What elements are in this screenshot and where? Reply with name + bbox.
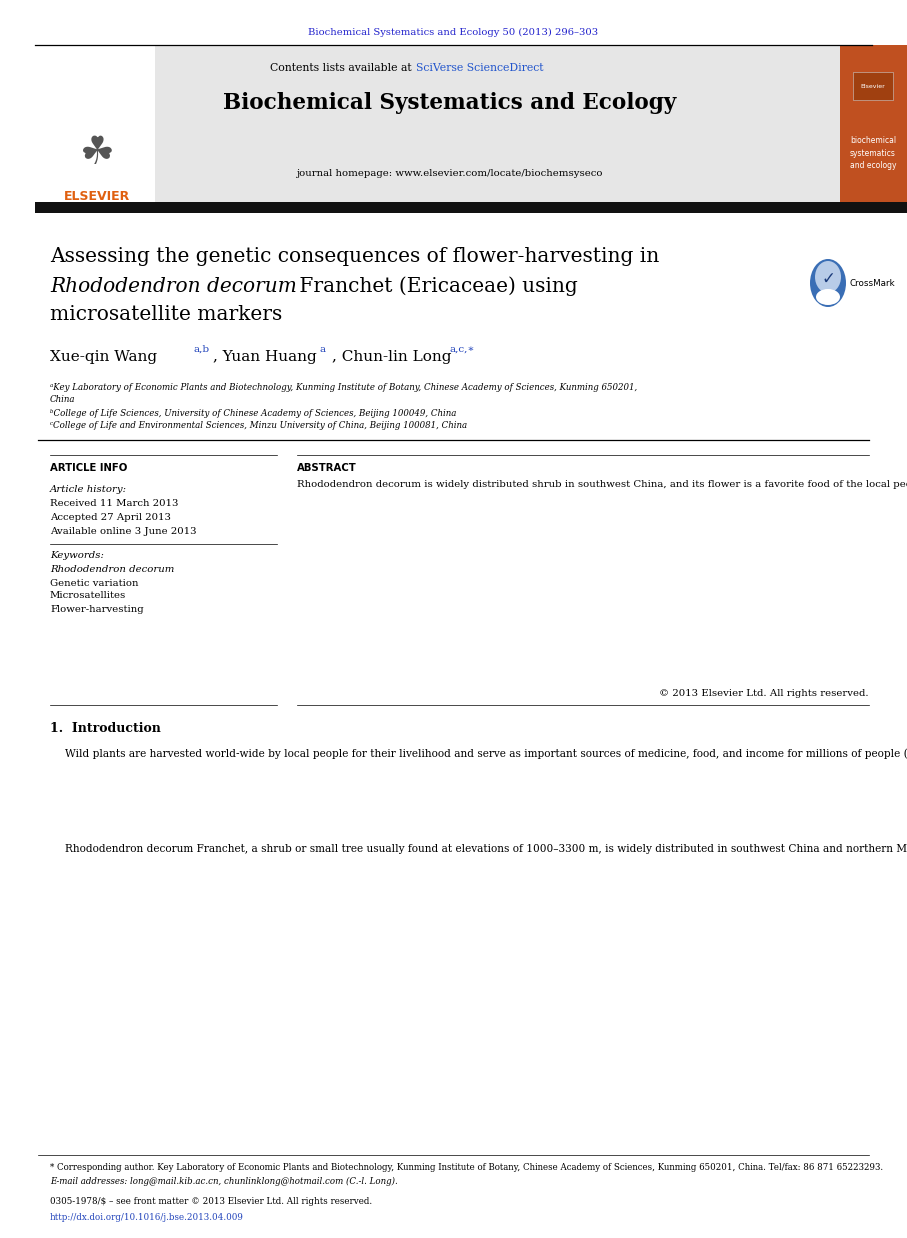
Text: Flower-harvesting: Flower-harvesting bbox=[50, 604, 143, 614]
Text: Xue-qin Wang: Xue-qin Wang bbox=[50, 350, 157, 364]
Text: biochemical
systematics
and ecology: biochemical systematics and ecology bbox=[850, 136, 896, 170]
Text: Biochemical Systematics and Ecology: Biochemical Systematics and Ecology bbox=[223, 92, 677, 114]
Text: Rhododendron decorum: Rhododendron decorum bbox=[50, 276, 297, 296]
Text: , Yuan Huang: , Yuan Huang bbox=[213, 350, 317, 364]
Text: Wild plants are harvested world-wide by local people for their livelihood and se: Wild plants are harvested world-wide by … bbox=[65, 748, 907, 759]
Bar bbox=[35, 202, 907, 213]
Text: CrossMark: CrossMark bbox=[850, 279, 895, 287]
Text: Keywords:: Keywords: bbox=[50, 551, 104, 561]
Text: Microsatellites: Microsatellites bbox=[50, 592, 126, 600]
Bar bbox=[155, 45, 840, 206]
Text: a: a bbox=[320, 344, 327, 354]
Text: journal homepage: www.elsevier.com/locate/biochemsyseco: journal homepage: www.elsevier.com/locat… bbox=[297, 170, 603, 178]
Text: a,c,∗: a,c,∗ bbox=[450, 344, 475, 354]
Text: E-mail addresses: long@mail.kib.ac.cn, chunlinklong@hotmail.com (C.-l. Long).: E-mail addresses: long@mail.kib.ac.cn, c… bbox=[50, 1176, 398, 1186]
Ellipse shape bbox=[810, 259, 846, 307]
Text: ᵇCollege of Life Sciences, University of Chinese Academy of Sciences, Beijing 10: ᵇCollege of Life Sciences, University of… bbox=[50, 409, 456, 417]
Text: Rhododendron decorum: Rhododendron decorum bbox=[50, 566, 174, 574]
Text: Accepted 27 April 2013: Accepted 27 April 2013 bbox=[50, 514, 171, 522]
Ellipse shape bbox=[815, 261, 841, 293]
Text: Contents lists available at: Contents lists available at bbox=[270, 63, 415, 73]
Text: microsatellite markers: microsatellite markers bbox=[50, 306, 282, 324]
Text: SciVerse ScienceDirect: SciVerse ScienceDirect bbox=[416, 63, 543, 73]
Bar bbox=[853, 72, 893, 100]
Text: China: China bbox=[50, 395, 75, 405]
Text: ELSEVIER: ELSEVIER bbox=[63, 191, 130, 203]
Text: Assessing the genetic consequences of flower-harvesting in: Assessing the genetic consequences of fl… bbox=[50, 248, 659, 266]
Bar bbox=[35, 45, 155, 206]
Text: 1.  Introduction: 1. Introduction bbox=[50, 722, 161, 734]
Text: Rhododendron decorum Franchet, a shrub or small tree usually found at elevations: Rhododendron decorum Franchet, a shrub o… bbox=[65, 843, 907, 853]
Text: ᵃKey Laboratory of Economic Plants and Biotechnology, Kunming Institute of Botan: ᵃKey Laboratory of Economic Plants and B… bbox=[50, 384, 638, 392]
Text: ᶜCollege of Life and Environmental Sciences, Minzu University of China, Beijing : ᶜCollege of Life and Environmental Scien… bbox=[50, 421, 467, 430]
Text: * Corresponding author. Key Laboratory of Economic Plants and Biotechnology, Kun: * Corresponding author. Key Laboratory o… bbox=[50, 1164, 883, 1172]
Text: Available online 3 June 2013: Available online 3 June 2013 bbox=[50, 527, 197, 536]
Ellipse shape bbox=[816, 288, 840, 305]
Text: Genetic variation: Genetic variation bbox=[50, 578, 139, 588]
Text: 0305-1978/$ – see front matter © 2013 Elsevier Ltd. All rights reserved.: 0305-1978/$ – see front matter © 2013 El… bbox=[50, 1197, 372, 1207]
Text: a,b: a,b bbox=[194, 344, 210, 354]
Text: Elsevier: Elsevier bbox=[861, 83, 885, 88]
Text: ✓: ✓ bbox=[821, 270, 835, 288]
Text: , Chun-lin Long: , Chun-lin Long bbox=[332, 350, 452, 364]
Text: © 2013 Elsevier Ltd. All rights reserved.: © 2013 Elsevier Ltd. All rights reserved… bbox=[659, 688, 869, 697]
Text: Rhododendron decorum is widely distributed shrub in southwest China, and its flo: Rhododendron decorum is widely distribut… bbox=[297, 480, 907, 489]
Text: Article history:: Article history: bbox=[50, 485, 127, 494]
Text: ☘: ☘ bbox=[80, 134, 114, 172]
Text: ARTICLE INFO: ARTICLE INFO bbox=[50, 463, 127, 473]
Bar bbox=[840, 45, 907, 206]
Text: Received 11 March 2013: Received 11 March 2013 bbox=[50, 499, 179, 509]
Text: Franchet (Ericaceae) using: Franchet (Ericaceae) using bbox=[293, 276, 578, 296]
Text: http://dx.doi.org/10.1016/j.bse.2013.04.009: http://dx.doi.org/10.1016/j.bse.2013.04.… bbox=[50, 1212, 244, 1222]
Text: ABSTRACT: ABSTRACT bbox=[297, 463, 356, 473]
Text: Biochemical Systematics and Ecology 50 (2013) 296–303: Biochemical Systematics and Ecology 50 (… bbox=[308, 27, 599, 37]
